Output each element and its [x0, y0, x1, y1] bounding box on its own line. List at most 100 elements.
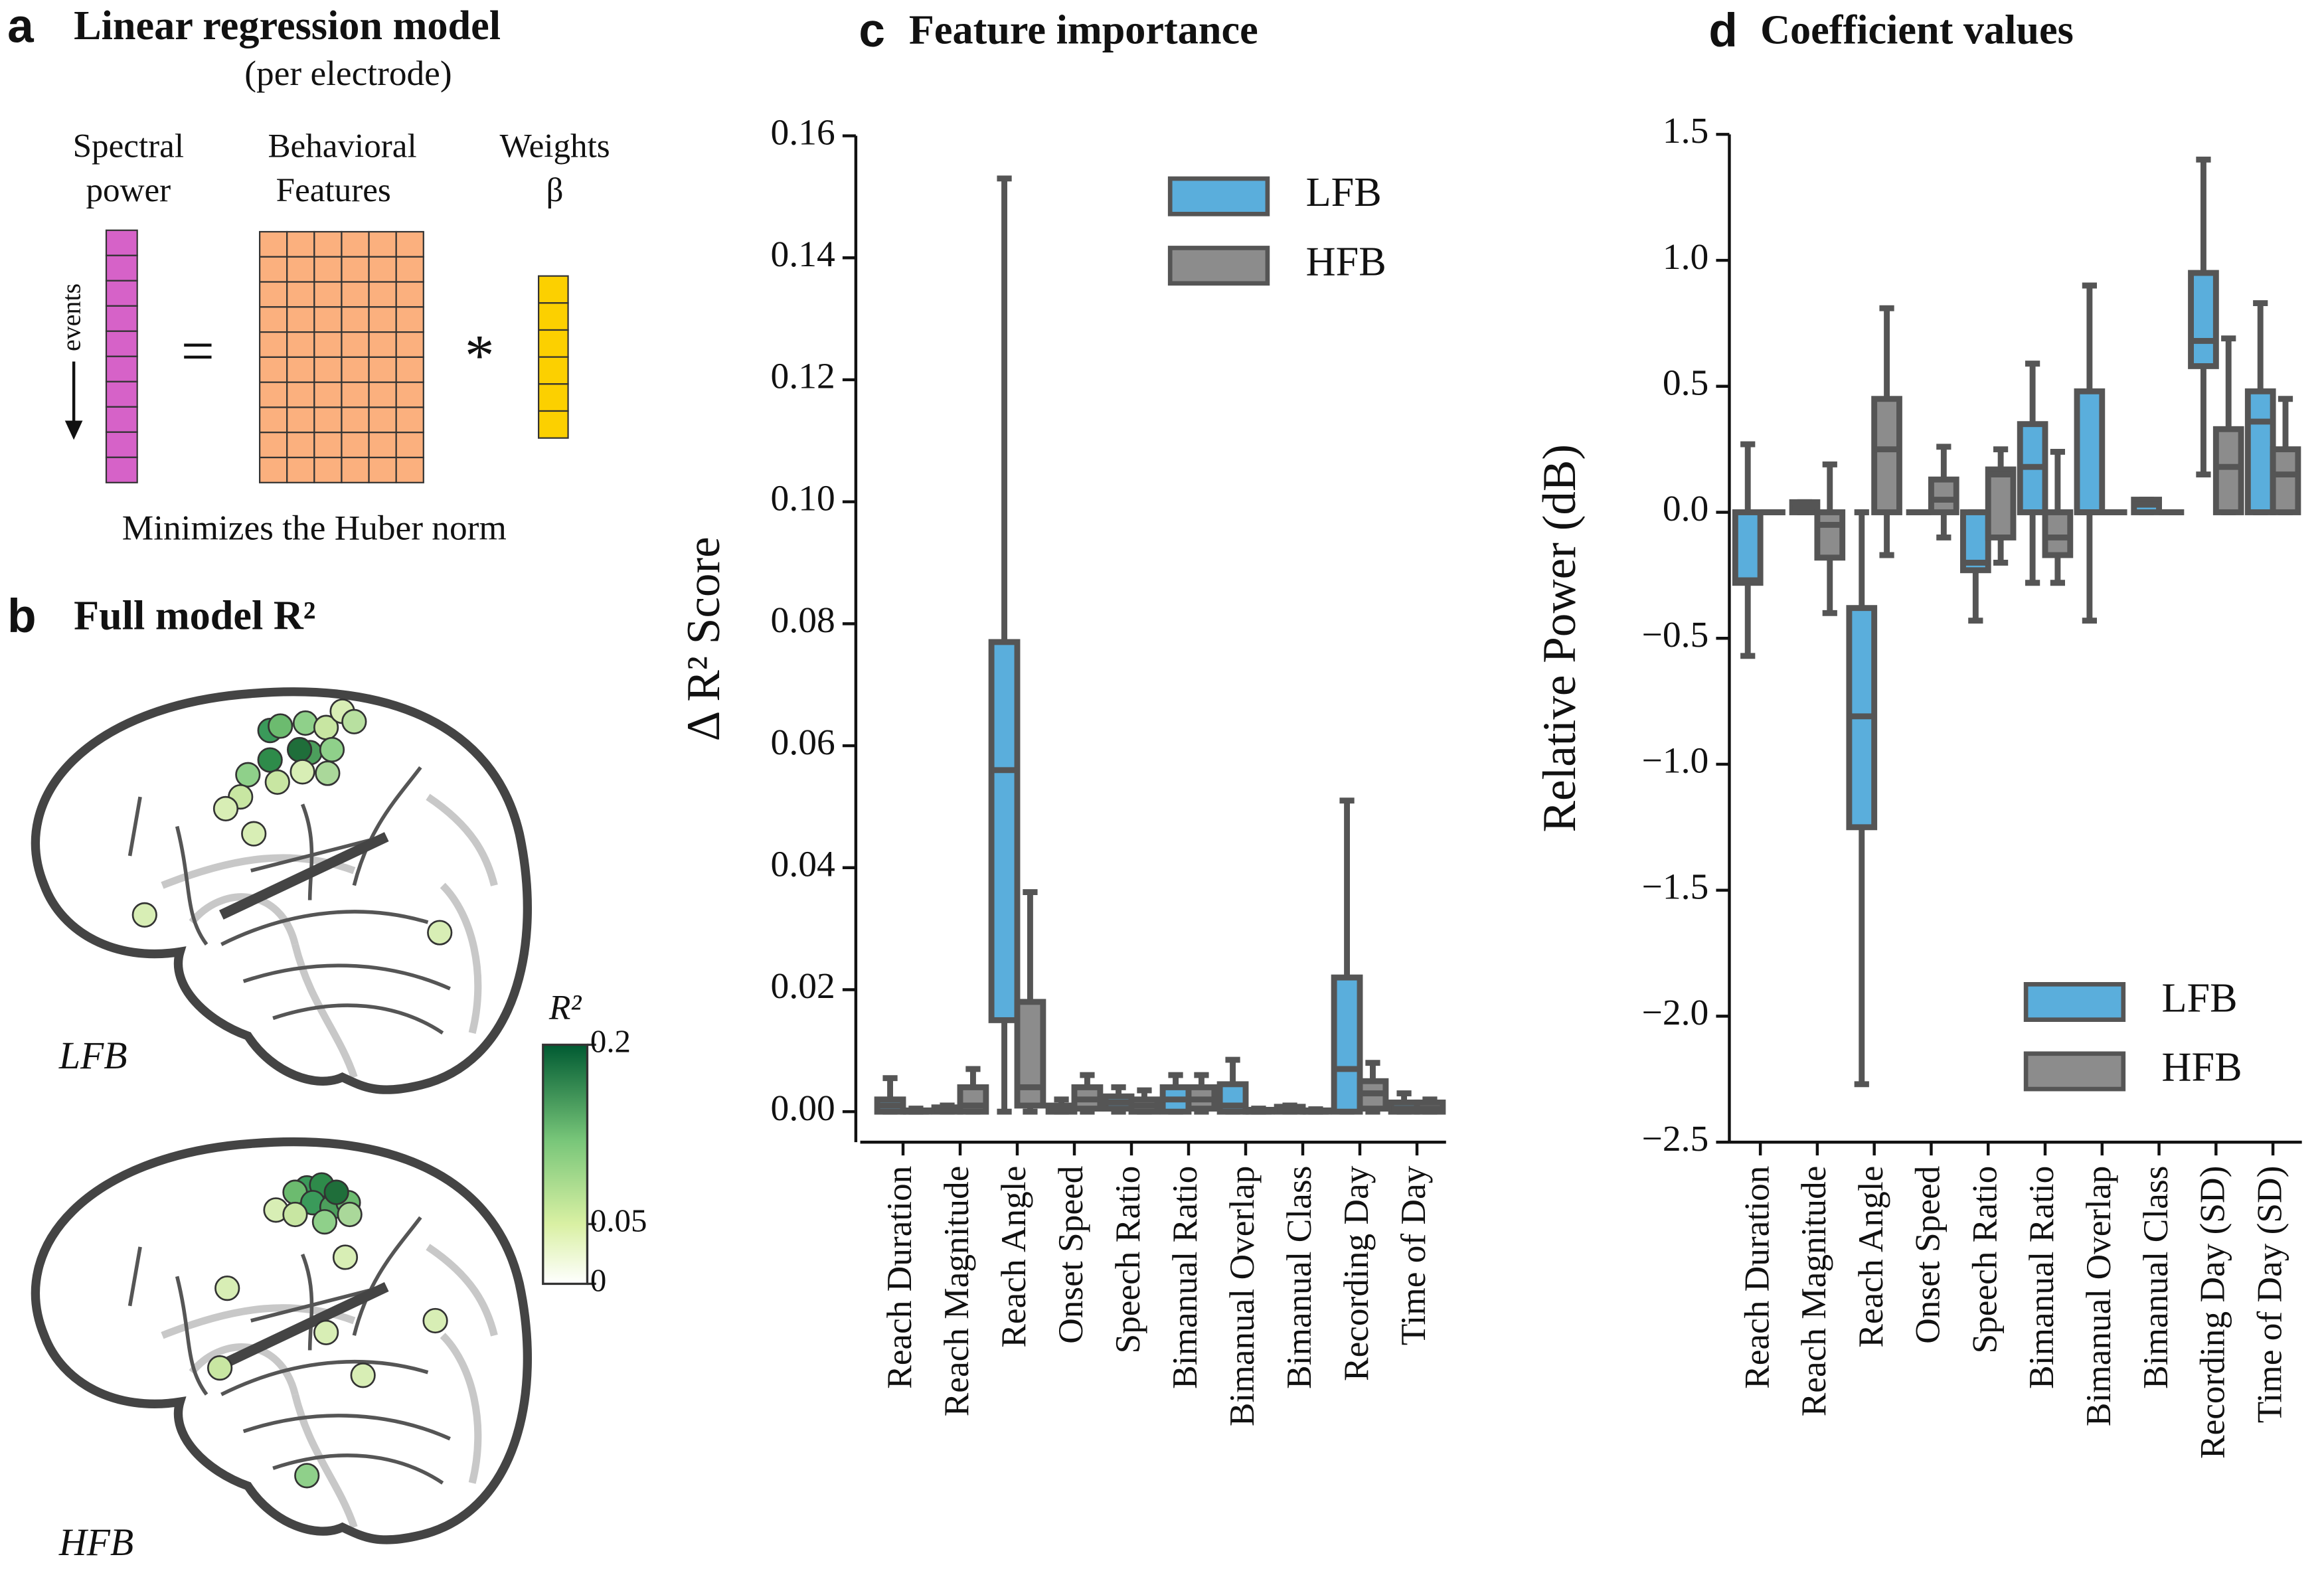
- sulcus: [272, 1454, 444, 1485]
- brain: [31, 1137, 532, 1544]
- matrix-cell: [368, 331, 397, 358]
- matrix-cell: [368, 432, 397, 459]
- x-tick-label: Reach Duration: [879, 1166, 919, 1389]
- electrode: [319, 736, 345, 763]
- brain-outline: [31, 687, 532, 1094]
- sulcus-faint: [440, 1333, 482, 1484]
- matrix-cell: [313, 331, 343, 358]
- x-tick-label: Time of Day (SD): [2249, 1166, 2289, 1424]
- sulcus: [242, 1414, 451, 1441]
- x-tick-label: Recording Day (SD): [2193, 1166, 2232, 1459]
- sulcus: [352, 766, 422, 886]
- matrix-cell: [313, 406, 343, 434]
- matrix-cell: [105, 280, 138, 307]
- matrix-cell: [313, 306, 343, 333]
- matrix-cell: [538, 356, 569, 385]
- sulcus: [220, 1359, 429, 1396]
- x-tick-label: Bimanual Class: [2135, 1166, 2175, 1389]
- y-tick-label: 1.5: [1663, 110, 1708, 151]
- chart: d Coefficient values Relative Power (dB) 1.…: [1534, 5, 2302, 1459]
- electrode: [292, 710, 319, 736]
- x-tick-label: Onset Speed: [1050, 1165, 1090, 1343]
- x-tick-label: Bimanual Ratio: [2021, 1166, 2061, 1389]
- matrix-cell: [395, 331, 424, 358]
- colorbar-tick-label: 0: [590, 1262, 606, 1299]
- charts: c Feature importance Δ R² Score 0.00 0.02 0.0…: [678, 5, 2302, 1459]
- y-tick-label: 0.5: [1663, 363, 1708, 404]
- y-tick-label: −1.0: [1642, 740, 1709, 782]
- sulcus-faint: [291, 943, 358, 1079]
- electrode: [350, 1363, 376, 1388]
- y-tick-label: 0.00: [771, 1088, 835, 1129]
- box: [1928, 476, 1959, 515]
- matrix-cell: [313, 381, 343, 408]
- electrode: [264, 769, 290, 795]
- matrix-cell: [341, 331, 370, 358]
- matrix-cell: [105, 380, 138, 408]
- matrix-cell: [105, 406, 138, 433]
- matrix-cell: [368, 281, 397, 308]
- y-tick-label: 0.16: [771, 112, 835, 153]
- sylvian: [219, 1282, 389, 1370]
- matrix-cell: [341, 456, 370, 483]
- panel-letter: a: [7, 0, 34, 52]
- matrix-cell: [105, 229, 138, 256]
- y-axis-label: Δ R² Score: [678, 537, 730, 741]
- matrix-cell: [368, 456, 397, 483]
- sulcus-faint: [426, 793, 498, 886]
- electrode: [332, 1244, 359, 1270]
- box: [2244, 388, 2276, 515]
- y-tick-label: 0.0: [1663, 488, 1708, 529]
- x-tick-label: Reach Angle: [1851, 1166, 1890, 1348]
- matrix-cell: [259, 406, 288, 434]
- electrode: [315, 760, 341, 786]
- box: [2270, 446, 2301, 515]
- y-tick-label: 0.14: [771, 234, 835, 275]
- x-tick-label: Time of Day: [1393, 1165, 1433, 1345]
- y-tick-label: −0.5: [1642, 614, 1709, 655]
- electrode: [337, 1201, 363, 1228]
- panel-letter: c: [859, 5, 885, 57]
- sulcus: [127, 796, 142, 857]
- matrix-cell: [259, 331, 288, 358]
- electrode: [422, 1307, 448, 1334]
- matrix-cell: [341, 281, 370, 308]
- matrices: [105, 229, 569, 483]
- matrix-cell: [395, 281, 424, 308]
- box: [2042, 509, 2074, 558]
- x-tick-label: Bimanual Overlap: [2078, 1166, 2118, 1426]
- panel-title: Full model R²: [74, 594, 315, 639]
- y-tick-label: 1.0: [1663, 236, 1708, 278]
- legend-label: HFB: [2162, 1045, 2242, 1090]
- box: [988, 639, 1021, 1023]
- y-tick-label: −1.5: [1642, 866, 1709, 907]
- matrix-cell: [286, 432, 315, 459]
- matrix-cell: [341, 356, 370, 383]
- sulcus: [300, 1253, 314, 1351]
- electrode: [311, 1209, 337, 1235]
- x-tick-label: Onset Speed: [1908, 1165, 1948, 1343]
- sulcus-faint: [291, 1393, 358, 1529]
- matrix-cell: [286, 281, 315, 308]
- sulcus: [175, 1276, 208, 1396]
- box: [2188, 270, 2219, 369]
- matrix-cell: [313, 281, 343, 308]
- equals-sign: =: [181, 319, 214, 384]
- chart-title: Feature importance: [909, 8, 1258, 53]
- chart-title: Coefficient values: [1760, 8, 2074, 53]
- matrix-cell: [259, 456, 288, 483]
- matrix-cell: [286, 456, 315, 483]
- colorbar-tick-label: 0.05: [590, 1203, 647, 1239]
- matrix-cell: [105, 330, 138, 357]
- sulcus: [242, 963, 451, 991]
- matrix-cell: [341, 306, 370, 333]
- x-tick-label: Recording Day: [1336, 1165, 1376, 1381]
- matrix-cell: [368, 306, 397, 333]
- sulcus: [127, 1246, 142, 1307]
- x-tick-label: Speech Ratio: [1964, 1166, 2004, 1354]
- legend-swatch: [2023, 982, 2126, 1022]
- legend-swatch: [1167, 246, 1270, 286]
- matrix-cell: [341, 381, 370, 408]
